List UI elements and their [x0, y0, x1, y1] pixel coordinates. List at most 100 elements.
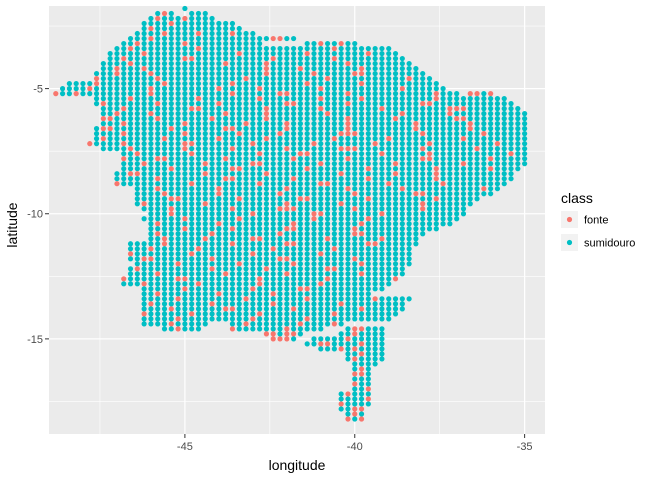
point-sumidouro	[202, 291, 208, 297]
point-sumidouro	[250, 281, 256, 287]
point-sumidouro	[175, 176, 181, 182]
point-sumidouro	[365, 351, 371, 357]
point-sumidouro	[358, 236, 365, 242]
point-sumidouro	[494, 181, 501, 187]
point-sumidouro	[291, 236, 297, 242]
point-sumidouro	[406, 146, 412, 152]
point-fonte	[291, 241, 297, 247]
point-sumidouro	[372, 166, 378, 172]
point-sumidouro	[358, 106, 365, 112]
point-sumidouro	[467, 116, 473, 122]
point-sumidouro	[141, 126, 147, 132]
point-sumidouro	[277, 65, 283, 72]
point-sumidouro	[406, 231, 412, 237]
point-fonte	[229, 176, 236, 182]
point-sumidouro	[467, 106, 473, 112]
point-sumidouro	[358, 386, 365, 392]
point-sumidouro	[494, 166, 501, 172]
point-sumidouro	[182, 111, 188, 117]
point-sumidouro	[440, 106, 446, 112]
point-sumidouro	[372, 201, 378, 207]
point-sumidouro	[250, 91, 256, 97]
point-sumidouro	[148, 50, 154, 57]
point-sumidouro	[236, 276, 242, 282]
point-sumidouro	[311, 156, 317, 162]
point-sumidouro	[223, 20, 229, 27]
point-sumidouro	[236, 271, 242, 277]
point-sumidouro	[494, 136, 501, 142]
point-sumidouro	[352, 241, 358, 247]
point-sumidouro	[182, 116, 188, 122]
point-sumidouro	[236, 35, 242, 42]
point-sumidouro	[250, 50, 256, 57]
point-sumidouro	[365, 45, 371, 52]
point-sumidouro	[372, 271, 378, 277]
point-sumidouro	[168, 181, 174, 187]
point-sumidouro	[168, 111, 174, 117]
point-sumidouro	[216, 166, 222, 172]
point-sumidouro	[324, 146, 331, 152]
point-sumidouro	[454, 136, 460, 142]
point-sumidouro	[324, 191, 331, 197]
point-sumidouro	[250, 271, 256, 277]
point-sumidouro	[223, 311, 229, 317]
point-sumidouro	[250, 171, 256, 177]
point-sumidouro	[223, 221, 229, 227]
point-sumidouro	[257, 65, 263, 72]
point-sumidouro	[372, 346, 378, 352]
point-sumidouro	[304, 251, 310, 257]
point-sumidouro	[386, 231, 392, 237]
point-sumidouro	[134, 111, 140, 117]
point-sumidouro	[236, 311, 242, 317]
point-sumidouro	[243, 311, 249, 317]
point-sumidouro	[195, 131, 202, 137]
point-sumidouro	[488, 121, 494, 127]
point-sumidouro	[195, 25, 202, 32]
point-sumidouro	[148, 96, 154, 102]
point-sumidouro	[379, 256, 385, 262]
point-sumidouro	[386, 186, 392, 192]
point-sumidouro	[338, 311, 344, 317]
point-sumidouro	[209, 86, 215, 92]
point-sumidouro	[202, 111, 208, 117]
point-sumidouro	[522, 136, 528, 142]
point-sumidouro	[216, 35, 222, 42]
point-sumidouro	[168, 201, 174, 207]
point-sumidouro	[114, 80, 120, 87]
point-sumidouro	[229, 221, 236, 227]
point-sumidouro	[352, 176, 358, 182]
point-fonte	[318, 211, 324, 217]
point-sumidouro	[223, 101, 229, 107]
point-sumidouro	[379, 86, 385, 92]
point-sumidouro	[365, 331, 371, 337]
point-sumidouro	[440, 186, 446, 192]
point-sumidouro	[243, 186, 249, 192]
point-sumidouro	[243, 326, 249, 332]
point-fonte	[270, 55, 276, 62]
point-sumidouro	[250, 121, 256, 127]
point-fonte	[277, 206, 283, 212]
point-sumidouro	[134, 256, 140, 262]
point-sumidouro	[399, 206, 405, 212]
point-sumidouro	[189, 10, 195, 17]
point-sumidouro	[168, 266, 174, 272]
point-sumidouro	[195, 186, 202, 192]
point-sumidouro	[148, 20, 154, 27]
point-sumidouro	[358, 141, 365, 147]
point-sumidouro	[372, 266, 378, 272]
point-sumidouro	[426, 121, 433, 127]
point-sumidouro	[352, 341, 358, 347]
point-fonte	[413, 121, 419, 127]
point-sumidouro	[195, 50, 202, 57]
point-sumidouro	[243, 206, 249, 212]
point-sumidouro	[399, 96, 405, 102]
point-sumidouro	[481, 181, 487, 187]
point-sumidouro	[107, 91, 113, 97]
point-sumidouro	[202, 226, 208, 232]
point-sumidouro	[134, 91, 140, 97]
point-sumidouro	[189, 326, 195, 332]
point-sumidouro	[263, 281, 270, 287]
point-sumidouro	[481, 166, 487, 172]
point-fonte	[426, 156, 433, 162]
point-sumidouro	[175, 286, 181, 292]
